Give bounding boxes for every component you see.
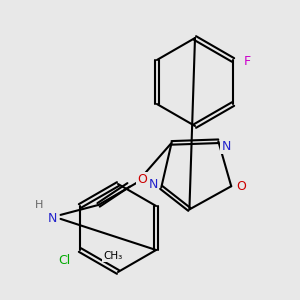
Text: N: N: [148, 178, 158, 191]
Text: O: O: [236, 180, 246, 193]
Text: N: N: [222, 140, 231, 153]
Text: F: F: [244, 56, 251, 68]
Text: H: H: [34, 200, 43, 210]
Text: Cl: Cl: [58, 254, 70, 266]
Text: N: N: [48, 212, 57, 225]
Text: O: O: [138, 173, 148, 186]
Text: CH₃: CH₃: [103, 251, 123, 261]
